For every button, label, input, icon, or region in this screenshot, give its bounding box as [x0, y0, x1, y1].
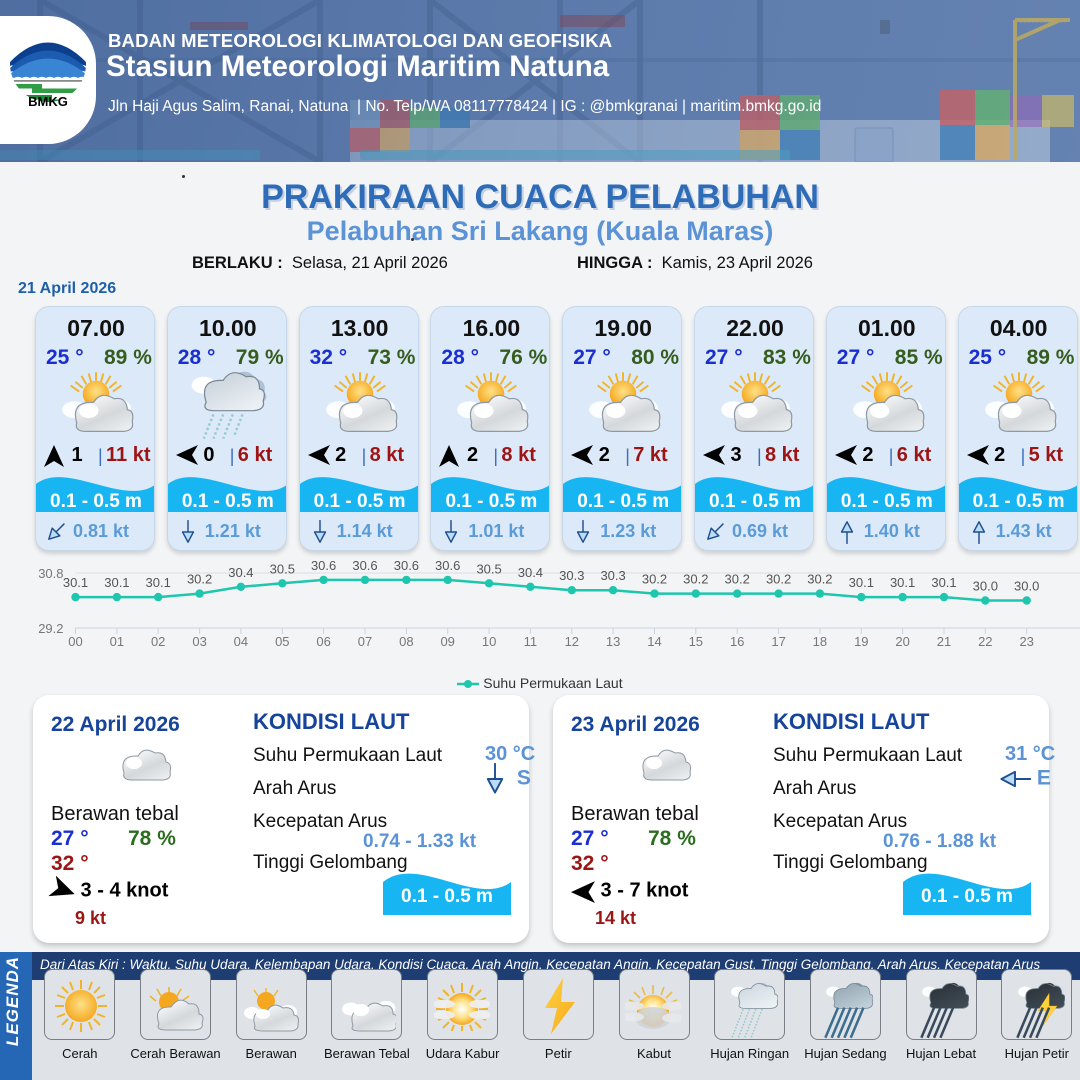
svg-text:30.1: 30.1 [849, 575, 874, 590]
svg-text:02: 02 [151, 634, 165, 649]
svg-text:15: 15 [689, 634, 703, 649]
svg-text:30.1: 30.1 [890, 575, 915, 590]
svg-text:00: 00 [68, 634, 82, 649]
svg-text:30.0: 30.0 [973, 579, 998, 594]
svg-text:17: 17 [771, 634, 785, 649]
svg-text:30.1: 30.1 [63, 575, 88, 590]
svg-text:30.4: 30.4 [518, 565, 543, 580]
svg-text:30.5: 30.5 [270, 561, 295, 576]
svg-text:07: 07 [358, 634, 372, 649]
svg-text:30.0: 30.0 [1014, 579, 1039, 594]
svg-text:30.1: 30.1 [104, 575, 129, 590]
svg-text:BMKG: BMKG [28, 94, 68, 109]
svg-text:13: 13 [606, 634, 620, 649]
svg-text:14: 14 [647, 634, 661, 649]
svg-text:08: 08 [399, 634, 413, 649]
svg-text:04: 04 [234, 634, 248, 649]
svg-text:12: 12 [565, 634, 579, 649]
svg-text:21: 21 [937, 634, 951, 649]
svg-text:30.4: 30.4 [228, 565, 253, 580]
svg-text:11: 11 [524, 634, 538, 649]
svg-text:30.6: 30.6 [352, 558, 377, 573]
svg-text:20: 20 [895, 634, 909, 649]
svg-text:23: 23 [1019, 634, 1033, 649]
svg-text:0.1 - 0.5 m: 0.1 - 0.5 m [921, 886, 1013, 907]
svg-text:30.6: 30.6 [394, 558, 419, 573]
svg-text:19: 19 [854, 634, 868, 649]
svg-text:10: 10 [482, 634, 496, 649]
svg-text:30.3: 30.3 [559, 568, 584, 583]
svg-text:30.5: 30.5 [476, 561, 501, 576]
svg-text:30.2: 30.2 [683, 572, 708, 587]
svg-text:01: 01 [110, 634, 124, 649]
svg-text:30.6: 30.6 [435, 558, 460, 573]
svg-text:16: 16 [730, 634, 744, 649]
svg-text:29.2: 29.2 [38, 621, 63, 636]
svg-text:22: 22 [978, 634, 992, 649]
svg-text:30.3: 30.3 [600, 568, 625, 583]
svg-text:30.8: 30.8 [38, 566, 63, 581]
svg-text:30.6: 30.6 [311, 558, 336, 573]
svg-text:0.1 - 0.5 m: 0.1 - 0.5 m [401, 886, 493, 907]
svg-text:05: 05 [275, 634, 289, 649]
svg-text:09: 09 [440, 634, 454, 649]
svg-text:18: 18 [813, 634, 827, 649]
svg-text:06: 06 [316, 634, 330, 649]
svg-text:30.2: 30.2 [642, 572, 667, 587]
svg-text:30.2: 30.2 [187, 572, 212, 587]
svg-text:03: 03 [192, 634, 206, 649]
svg-text:30.2: 30.2 [807, 572, 832, 587]
svg-text:30.1: 30.1 [931, 575, 956, 590]
svg-text:30.1: 30.1 [146, 575, 171, 590]
svg-text:30.2: 30.2 [766, 572, 791, 587]
svg-text:30.2: 30.2 [725, 572, 750, 587]
